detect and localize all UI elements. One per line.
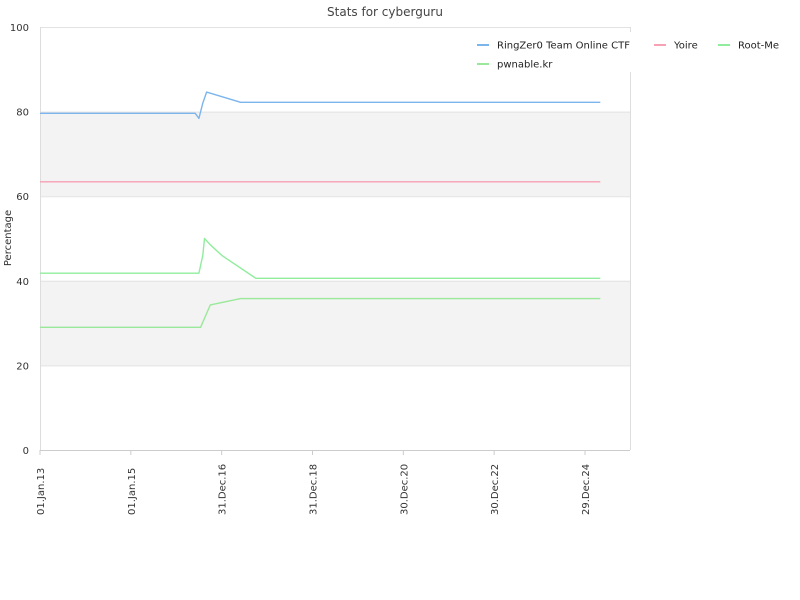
y-tick-label: 40 xyxy=(16,277,29,288)
x-tick-label: 01.Jan.13 xyxy=(36,468,47,515)
y-axis-label: Percentage xyxy=(3,210,14,266)
legend-background xyxy=(470,32,800,72)
legend-label-0: RingZer0 Team Online CTF xyxy=(497,41,630,52)
x-tick-labels: 01.Jan.13 01.Jan.15 31.Dec.16 31.Dec.18 30.D… xyxy=(36,450,592,515)
x-tick-label: 30.Dec.22 xyxy=(490,464,501,515)
grid-lines xyxy=(40,27,630,451)
x-tick-label: 29.Dec.24 xyxy=(581,464,592,515)
y-tick-label: 80 xyxy=(16,108,29,119)
plot-bands xyxy=(40,111,630,366)
x-tick-label: 30.Dec.20 xyxy=(399,464,410,515)
y-tick-label: 0 xyxy=(23,446,29,457)
chart-title: Stats for cyberguru xyxy=(327,5,443,19)
plot-band-1 xyxy=(40,111,630,197)
legend-label-2: Root-Me xyxy=(738,41,779,52)
x-tick-label: 01.Jan.15 xyxy=(127,468,138,515)
x-tick-label: 31.Dec.18 xyxy=(309,464,320,515)
legend-label-1: Yoire xyxy=(673,41,698,52)
series-lines xyxy=(40,91,601,328)
plot-band-0 xyxy=(40,280,630,366)
series-line-2 xyxy=(40,237,601,279)
x-tick-label: 31.Dec.16 xyxy=(218,464,229,515)
series-line-3 xyxy=(40,297,601,328)
legend-label-3: pwnable.kr xyxy=(497,60,553,71)
axes xyxy=(40,27,631,451)
y-tick-label: 20 xyxy=(16,361,29,372)
series-line-0 xyxy=(40,91,601,120)
y-tick-labels: 0 20 40 60 80 100 xyxy=(10,23,29,457)
y-tick-label: 100 xyxy=(10,23,29,34)
y-tick-label: 60 xyxy=(16,192,29,203)
legend: RingZer0 Team Online CTF Yoire Root-Me pwna… xyxy=(470,32,800,72)
